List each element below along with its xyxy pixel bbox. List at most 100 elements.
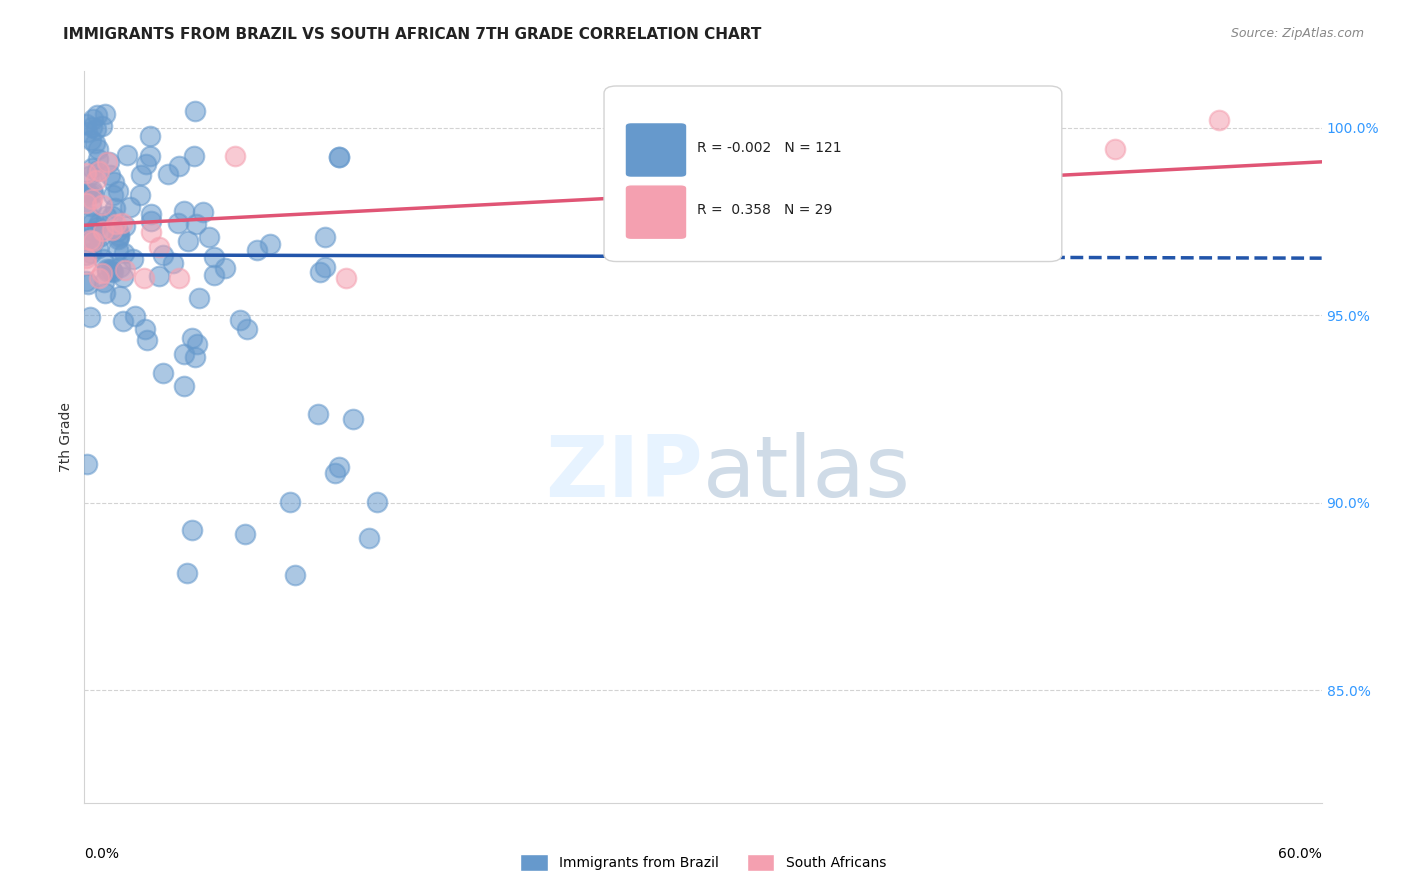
Text: Source: ZipAtlas.com: Source: ZipAtlas.com bbox=[1230, 27, 1364, 40]
Point bbox=[328, 459, 350, 474]
Point bbox=[167, 270, 190, 285]
Point bbox=[82, 224, 104, 238]
Point bbox=[120, 200, 142, 214]
Point bbox=[87, 142, 110, 156]
Point bbox=[328, 150, 350, 164]
Point bbox=[103, 187, 125, 202]
Point bbox=[75, 195, 97, 210]
Point bbox=[139, 148, 162, 162]
Point bbox=[107, 185, 129, 199]
Point bbox=[107, 243, 129, 257]
Point bbox=[176, 566, 198, 581]
Point bbox=[135, 157, 157, 171]
Point bbox=[122, 252, 145, 266]
Point bbox=[181, 330, 204, 344]
Point bbox=[86, 108, 108, 122]
Point bbox=[93, 224, 115, 238]
Text: ZIP: ZIP bbox=[546, 432, 703, 516]
Point bbox=[86, 164, 108, 178]
Point bbox=[177, 234, 200, 248]
Point bbox=[136, 334, 159, 348]
Point bbox=[148, 240, 170, 254]
Point bbox=[325, 466, 347, 480]
Point bbox=[359, 531, 381, 545]
Point bbox=[328, 150, 350, 164]
Point bbox=[83, 234, 105, 248]
Point bbox=[695, 153, 717, 168]
Point bbox=[103, 175, 125, 189]
Point bbox=[307, 407, 329, 421]
Point bbox=[76, 458, 98, 472]
FancyBboxPatch shape bbox=[626, 185, 688, 240]
Y-axis label: 7th Grade: 7th Grade bbox=[59, 402, 73, 472]
Point bbox=[89, 164, 111, 178]
Point bbox=[96, 155, 118, 169]
Point bbox=[79, 186, 101, 201]
Point bbox=[108, 228, 131, 243]
Legend: Immigrants from Brazil, South Africans: Immigrants from Brazil, South Africans bbox=[515, 848, 891, 876]
Point bbox=[97, 154, 120, 169]
Point bbox=[94, 106, 117, 120]
Point bbox=[229, 313, 252, 327]
Point bbox=[184, 350, 207, 364]
Point bbox=[105, 217, 128, 231]
Text: R =  0.358   N = 29: R = 0.358 N = 29 bbox=[697, 203, 832, 218]
Point bbox=[366, 495, 388, 509]
Point bbox=[100, 262, 122, 277]
Point bbox=[108, 260, 131, 274]
Text: IMMIGRANTS FROM BRAZIL VS SOUTH AFRICAN 7TH GRADE CORRELATION CHART: IMMIGRANTS FROM BRAZIL VS SOUTH AFRICAN … bbox=[63, 27, 762, 42]
Point bbox=[1208, 113, 1230, 128]
Point bbox=[79, 233, 101, 247]
Point bbox=[198, 229, 221, 244]
Point bbox=[214, 261, 236, 276]
Point bbox=[90, 266, 112, 280]
Point bbox=[114, 219, 136, 233]
Point bbox=[924, 158, 946, 172]
Point bbox=[184, 217, 207, 231]
Point bbox=[75, 166, 97, 180]
Point bbox=[87, 216, 110, 230]
Point bbox=[139, 213, 162, 227]
Point bbox=[80, 183, 103, 197]
Point bbox=[108, 230, 131, 244]
Point bbox=[111, 216, 134, 230]
Point bbox=[84, 121, 107, 136]
Point bbox=[90, 222, 112, 236]
Point bbox=[76, 208, 98, 222]
Point bbox=[152, 248, 174, 262]
Point bbox=[166, 216, 188, 230]
Point bbox=[93, 275, 115, 289]
Point bbox=[94, 286, 117, 301]
Point bbox=[152, 366, 174, 380]
Point bbox=[79, 132, 101, 146]
Point bbox=[75, 184, 97, 198]
Point bbox=[98, 169, 121, 183]
Point bbox=[186, 337, 208, 351]
Point bbox=[308, 265, 330, 279]
Point bbox=[87, 152, 110, 166]
Text: atlas: atlas bbox=[703, 432, 911, 516]
Point bbox=[107, 224, 129, 238]
Point bbox=[124, 310, 146, 324]
Point bbox=[77, 277, 100, 291]
Point bbox=[278, 495, 301, 509]
Point bbox=[101, 265, 124, 279]
Point bbox=[139, 207, 162, 221]
Point bbox=[284, 568, 307, 582]
Point bbox=[82, 192, 104, 206]
Point bbox=[173, 346, 195, 360]
Point bbox=[1104, 142, 1126, 156]
Point bbox=[84, 136, 107, 150]
Point bbox=[87, 241, 110, 255]
Point bbox=[82, 112, 104, 126]
Point bbox=[173, 378, 195, 392]
Point bbox=[107, 232, 129, 246]
Point bbox=[111, 269, 134, 284]
Point bbox=[173, 204, 195, 219]
Point bbox=[236, 322, 259, 336]
Point bbox=[79, 198, 101, 212]
Point bbox=[75, 248, 97, 262]
Point bbox=[246, 243, 269, 257]
Point bbox=[180, 523, 202, 537]
Point bbox=[112, 246, 135, 260]
